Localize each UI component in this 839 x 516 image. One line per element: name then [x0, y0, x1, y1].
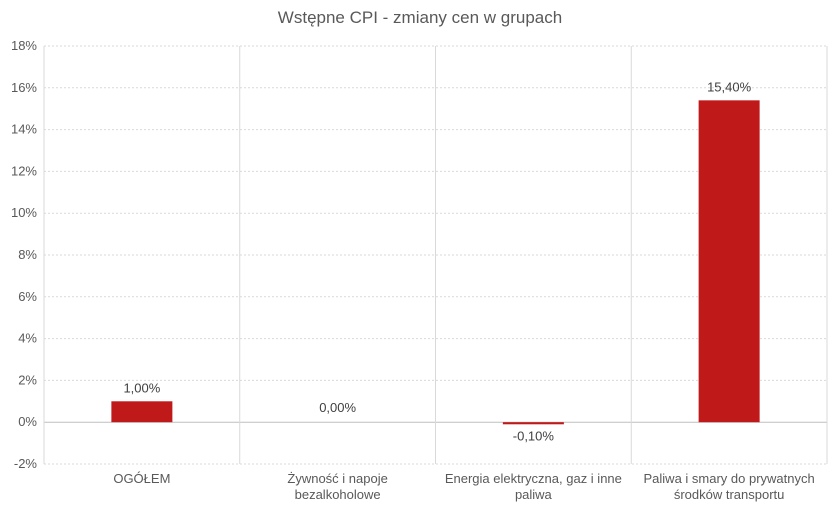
y-tick-label: 8%	[18, 247, 37, 262]
chart-title: Wstępne CPI - zmiany cen w grupach	[278, 8, 562, 27]
y-tick-label: -2%	[14, 456, 38, 471]
y-tick-label: 6%	[18, 289, 37, 304]
data-label: 0,00%	[319, 400, 356, 415]
bars	[111, 100, 760, 425]
y-axis-tick-labels: -2% 0% 2% 4% 6% 8% 10% 12% 14% 16% 18%	[11, 38, 37, 471]
x-tick-label: Energia elektryczna, gaz i inne	[445, 471, 622, 486]
data-label: -0,10%	[513, 428, 555, 443]
bar	[502, 422, 564, 425]
x-tick-label: Żywność i napoje	[287, 471, 387, 486]
y-tick-label: 4%	[18, 331, 37, 346]
y-tick-label: 12%	[11, 163, 37, 178]
y-tick-label: 16%	[11, 80, 37, 95]
x-tick-label: środków transportu	[674, 487, 785, 502]
bar	[111, 401, 173, 423]
data-label: 1,00%	[123, 380, 160, 395]
y-tick-label: 10%	[11, 205, 37, 220]
data-labels: 1,00% 0,00% -0,10% 15,40%	[123, 79, 751, 443]
data-label: 15,40%	[707, 79, 752, 94]
x-tick-label: paliwa	[515, 487, 553, 502]
y-tick-label: 18%	[11, 38, 37, 53]
y-tick-label: 2%	[18, 372, 37, 387]
x-tick-label: bezalkoholowe	[295, 487, 381, 502]
x-tick-label: OGÓŁEM	[113, 471, 170, 486]
y-tick-label: 0%	[18, 414, 37, 429]
bar	[698, 100, 760, 423]
y-tick-label: 14%	[11, 122, 37, 137]
x-tick-label: Paliwa i smary do prywatnych	[644, 471, 815, 486]
gridlines	[43, 45, 828, 465]
